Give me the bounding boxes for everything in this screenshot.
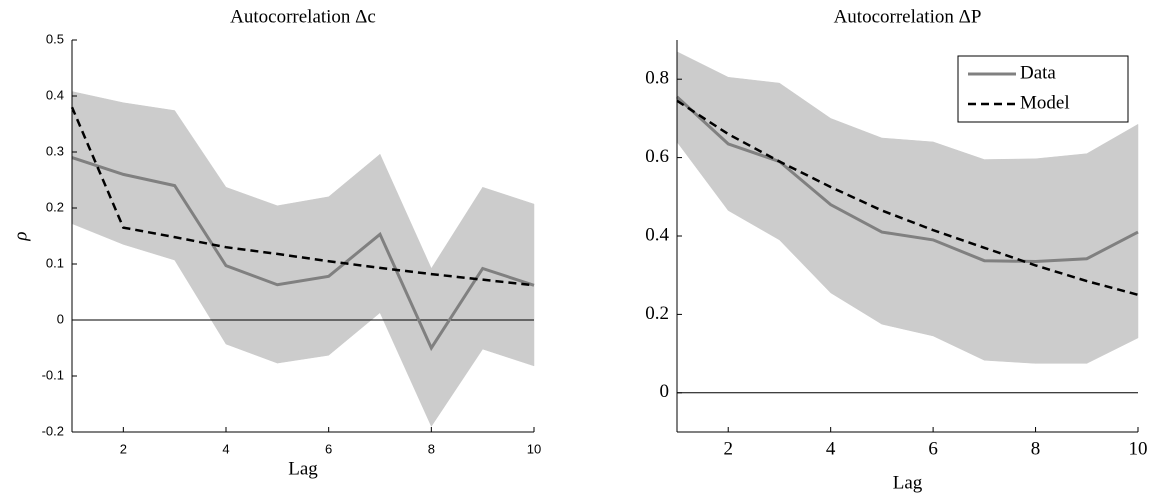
y-tick-label: 0.2	[645, 303, 669, 324]
x-tick-label: 8	[428, 441, 435, 456]
y-tick-label: 0.4	[46, 87, 64, 102]
x-tick-label: 8	[1031, 438, 1041, 459]
chart: -0.2 -0.1 0 0.1 0.2 0.3 0.4 0.5 2 4 6 8 10 Autocorrel…	[10, 6, 541, 479]
series-line	[675, 95, 1139, 263]
y-axis-label: ρ	[10, 231, 31, 241]
confidence-band	[676, 51, 729, 212]
confidence-band	[779, 82, 831, 294]
y-tick-label: 0.6	[645, 146, 669, 167]
x-tick-label: 10	[527, 441, 541, 456]
series-line	[70, 106, 535, 287]
x-tick-label: 4	[222, 441, 229, 456]
chart: 0 0.2 0.4 0.6 0.8 2 4 6 8 10 Autocorrelation ΔP Lag…	[645, 6, 1147, 493]
y-tick-label: 0	[57, 311, 64, 326]
y-tick-label: 0	[660, 381, 670, 402]
x-tick-label: 6	[325, 441, 332, 456]
y-tick-label: 0.5	[46, 31, 64, 46]
y-tick-label: 0.3	[46, 143, 64, 158]
x-tick-label: 2	[120, 441, 127, 456]
chart-title: Autocorrelation ΔP	[834, 6, 982, 27]
x-tick-label: 6	[928, 438, 938, 459]
series-line	[676, 99, 1139, 297]
y-tick-label: -0.1	[42, 367, 64, 382]
series-line	[71, 156, 535, 352]
x-tick-label: 4	[826, 438, 836, 459]
x-tick-label: 2	[723, 438, 733, 459]
y-tick-label: 0.2	[46, 199, 64, 214]
chart-title: Autocorrelation Δc	[230, 6, 376, 27]
y-tick-label: 0.4	[645, 224, 669, 245]
x-axis-label: Lag	[288, 458, 318, 479]
legend-label: Data	[1020, 62, 1056, 83]
legend: Data Model	[957, 55, 1129, 123]
y-tick-label: 0.1	[46, 255, 64, 270]
x-tick-label: 10	[1129, 438, 1148, 459]
y-tick-label: 0.8	[645, 68, 669, 89]
y-tick-label: -0.2	[42, 423, 64, 438]
x-axis-label: Lag	[893, 472, 923, 493]
legend-box	[957, 55, 1129, 123]
legend-label: Model	[1020, 92, 1070, 113]
confidence-band	[830, 118, 883, 325]
